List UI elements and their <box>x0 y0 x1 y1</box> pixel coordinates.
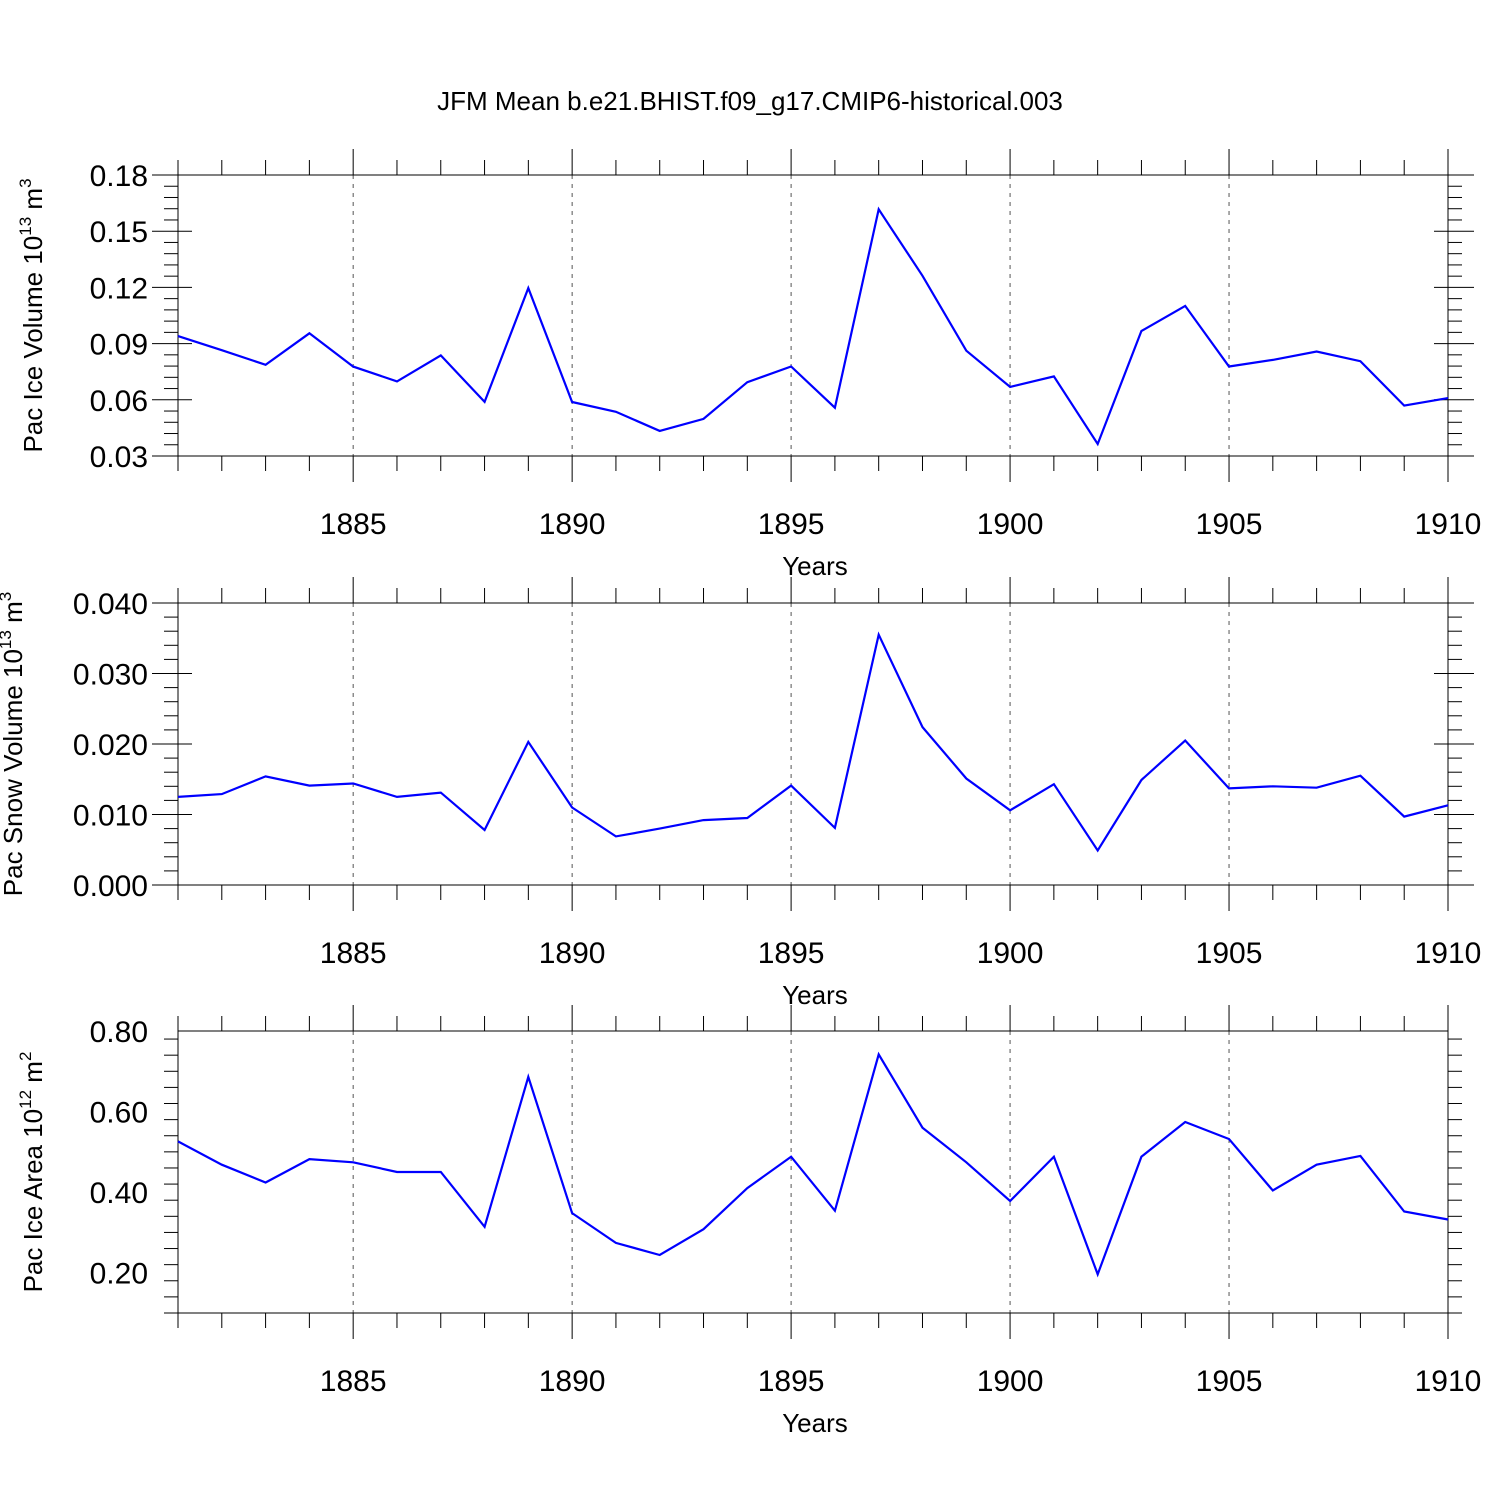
x-tick-label: 1885 <box>320 937 387 970</box>
y-tick-label: 0.040 <box>73 588 148 621</box>
y-tick-label: 0.15 <box>90 216 148 249</box>
plot-frame <box>177 174 1449 457</box>
y-tick-label: 0.010 <box>73 800 148 833</box>
y-tick-label: 0.09 <box>90 329 148 362</box>
x-tick-label: 1910 <box>1415 1365 1482 1398</box>
x-axis-title: Years <box>782 551 848 581</box>
y-tick-label: 0.030 <box>73 659 148 692</box>
x-tick-label: 1885 <box>320 508 387 541</box>
panel-3: 0.20 0.40 0.60 0.80 1885 1890 1895 1900 1905 1910… <box>16 1005 1481 1438</box>
x-tick-label: 1900 <box>977 937 1044 970</box>
x-tick-label: 1895 <box>758 1365 825 1398</box>
series-line <box>177 631 1449 853</box>
chart-title: JFM Mean b.e21.BHIST.f09_g17.CMIP6-histo… <box>437 86 1063 116</box>
x-tick-label: 1890 <box>539 1365 606 1398</box>
plot-frame <box>177 1030 1449 1314</box>
x-tick-label: 1910 <box>1415 508 1482 541</box>
x-tick-label: 1900 <box>977 1365 1044 1398</box>
y-tick-label: 0.20 <box>90 1258 148 1291</box>
x-tick-label: 1900 <box>977 508 1044 541</box>
plot-frame <box>177 602 1449 886</box>
x-tick-label: 1910 <box>1415 937 1482 970</box>
x-tick-label: 1885 <box>320 1365 387 1398</box>
y-tick-label: 0.40 <box>90 1177 148 1210</box>
x-tick-label: 1895 <box>758 937 825 970</box>
y-axis-title: Pac Ice Volume 1013 m3 <box>16 178 48 452</box>
x-tick-label: 1890 <box>539 508 606 541</box>
y-tick-label: 0.020 <box>73 729 148 762</box>
panels: 0.03 0.06 0.09 0.12 0.15 0.18 1885 1890 1895 1900… <box>0 149 1481 1438</box>
x-tick-label: 1890 <box>539 937 606 970</box>
x-tick-label: 1905 <box>1196 1365 1263 1398</box>
y-axis-title: Pac Snow Volume 1013 m3 <box>0 592 28 896</box>
y-tick-label: 0.06 <box>90 385 148 418</box>
x-tick-label: 1905 <box>1196 508 1263 541</box>
x-tick-label: 1895 <box>758 508 825 541</box>
y-tick-label: 0.18 <box>90 160 148 193</box>
panel-2: 0.000 0.010 0.020 0.030 0.040 1885 1890 1895 190… <box>0 577 1481 1010</box>
y-tick-label: 0.000 <box>73 870 148 903</box>
panel-1: 0.03 0.06 0.09 0.12 0.15 0.18 1885 1890 1895 1900… <box>16 149 1481 581</box>
x-axis-title: Years <box>782 980 848 1010</box>
x-axis-title: Years <box>782 1408 848 1438</box>
y-tick-label: 0.12 <box>90 272 148 305</box>
y-tick-label: 0.60 <box>90 1097 148 1130</box>
x-tick-label: 1905 <box>1196 937 1263 970</box>
series-line <box>177 1051 1449 1278</box>
y-tick-label: 0.80 <box>90 1016 148 1049</box>
y-tick-label: 0.03 <box>90 441 148 474</box>
y-axis-title: Pac Ice Area 1012 m2 <box>16 1052 48 1293</box>
series-line <box>177 206 1449 447</box>
